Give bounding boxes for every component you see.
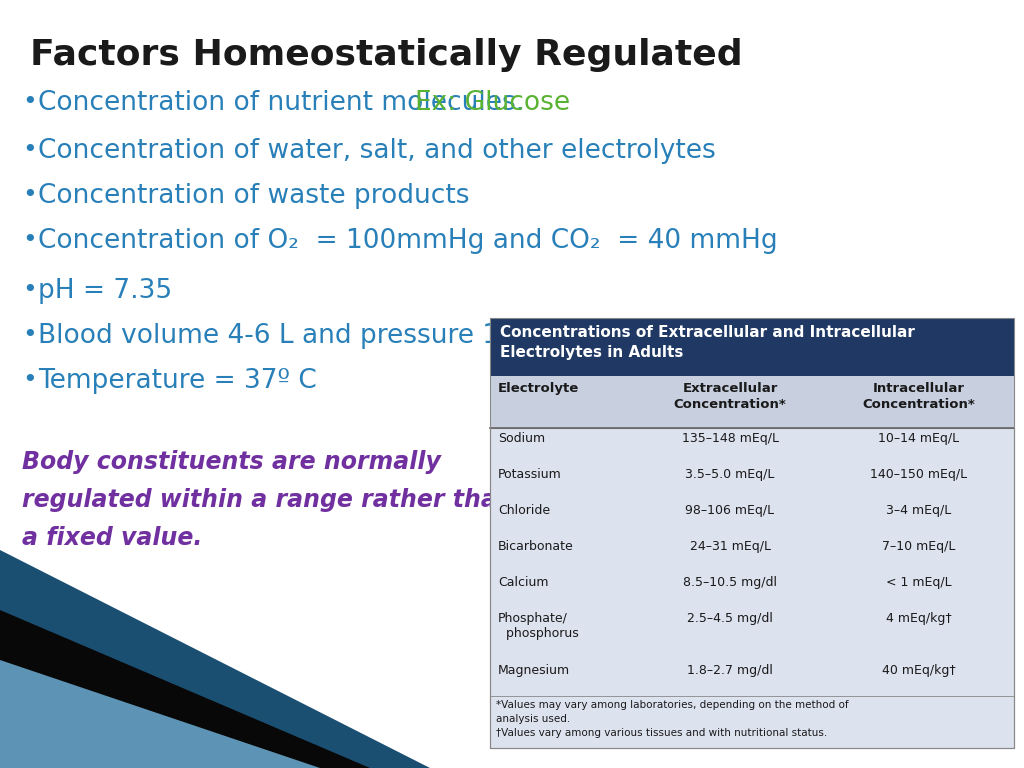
Text: Calcium: Calcium — [498, 576, 549, 589]
Text: Intracellular
Concentration*: Intracellular Concentration* — [862, 382, 976, 411]
Text: 3.5–5.0 mEq/L: 3.5–5.0 mEq/L — [685, 468, 775, 481]
Text: Sodium: Sodium — [498, 432, 545, 445]
Text: 2.5–4.5 mg/dl: 2.5–4.5 mg/dl — [687, 612, 773, 625]
Text: 3–4 mEq/L: 3–4 mEq/L — [887, 504, 951, 517]
Text: Temperature = 37º C: Temperature = 37º C — [38, 368, 316, 394]
FancyBboxPatch shape — [490, 428, 1014, 748]
Text: Concentration of water, salt, and other electrolytes: Concentration of water, salt, and other … — [38, 138, 716, 164]
Text: a fixed value.: a fixed value. — [22, 526, 203, 550]
Text: 135–148 mEq/L: 135–148 mEq/L — [682, 432, 778, 445]
Text: Electrolyte: Electrolyte — [498, 382, 580, 395]
Polygon shape — [0, 610, 370, 768]
Text: Ex: Glucose: Ex: Glucose — [416, 90, 570, 116]
Text: 1.8–2.7 mg/dl: 1.8–2.7 mg/dl — [687, 664, 773, 677]
Text: Concentration of O₂  = 100mmHg and CO₂  = 40 mmHg: Concentration of O₂ = 100mmHg and CO₂ = … — [38, 228, 777, 254]
Polygon shape — [0, 550, 430, 768]
Text: †Values vary among various tissues and with nutritional status.: †Values vary among various tissues and w… — [496, 728, 827, 738]
Text: 7–10 mEq/L: 7–10 mEq/L — [883, 540, 955, 553]
Text: Factors Homeostatically Regulated: Factors Homeostatically Regulated — [30, 38, 742, 72]
Text: 98–106 mEq/L: 98–106 mEq/L — [685, 504, 774, 517]
Text: Concentrations of Extracellular and Intracellular
Electrolytes in Adults: Concentrations of Extracellular and Intr… — [500, 325, 914, 360]
Text: Chloride: Chloride — [498, 504, 550, 517]
Text: •: • — [22, 278, 37, 302]
Text: •: • — [22, 90, 37, 114]
Text: Phosphate/
  phosphorus: Phosphate/ phosphorus — [498, 612, 579, 641]
Text: analysis used.: analysis used. — [496, 714, 570, 724]
Text: 10–14 mEq/L: 10–14 mEq/L — [879, 432, 959, 445]
Text: Concentration of waste products: Concentration of waste products — [38, 183, 469, 209]
Text: •: • — [22, 183, 37, 207]
Text: < 1 mEq/L: < 1 mEq/L — [886, 576, 952, 589]
Text: Magnesium: Magnesium — [498, 664, 570, 677]
Text: •: • — [22, 228, 37, 252]
Text: 8.5–10.5 mg/dl: 8.5–10.5 mg/dl — [683, 576, 777, 589]
Text: 140–150 mEq/L: 140–150 mEq/L — [870, 468, 968, 481]
Text: 40 mEq/kg†: 40 mEq/kg† — [882, 664, 955, 677]
Text: regulated within a range rather than: regulated within a range rather than — [22, 488, 514, 512]
Text: •: • — [22, 323, 37, 347]
Text: *Values may vary among laboratories, depending on the method of: *Values may vary among laboratories, dep… — [496, 700, 849, 710]
Text: Bicarbonate: Bicarbonate — [498, 540, 573, 553]
Polygon shape — [0, 660, 319, 768]
Text: pH = 7.35: pH = 7.35 — [38, 278, 172, 304]
Text: Body constituents are normally: Body constituents are normally — [22, 450, 441, 474]
Text: Potassium: Potassium — [498, 468, 562, 481]
Text: Extracellular
Concentration*: Extracellular Concentration* — [674, 382, 786, 411]
Text: 4 mEq/kg†: 4 mEq/kg† — [886, 612, 952, 625]
Text: •: • — [22, 138, 37, 162]
FancyBboxPatch shape — [490, 376, 1014, 428]
Text: 24–31 mEq/L: 24–31 mEq/L — [689, 540, 770, 553]
FancyBboxPatch shape — [490, 318, 1014, 376]
Text: Concentration of nutrient molecules.: Concentration of nutrient molecules. — [38, 90, 532, 116]
Text: •: • — [22, 368, 37, 392]
Text: Blood volume 4-6 L and pressure 120/80: Blood volume 4-6 L and pressure 120/80 — [38, 323, 575, 349]
